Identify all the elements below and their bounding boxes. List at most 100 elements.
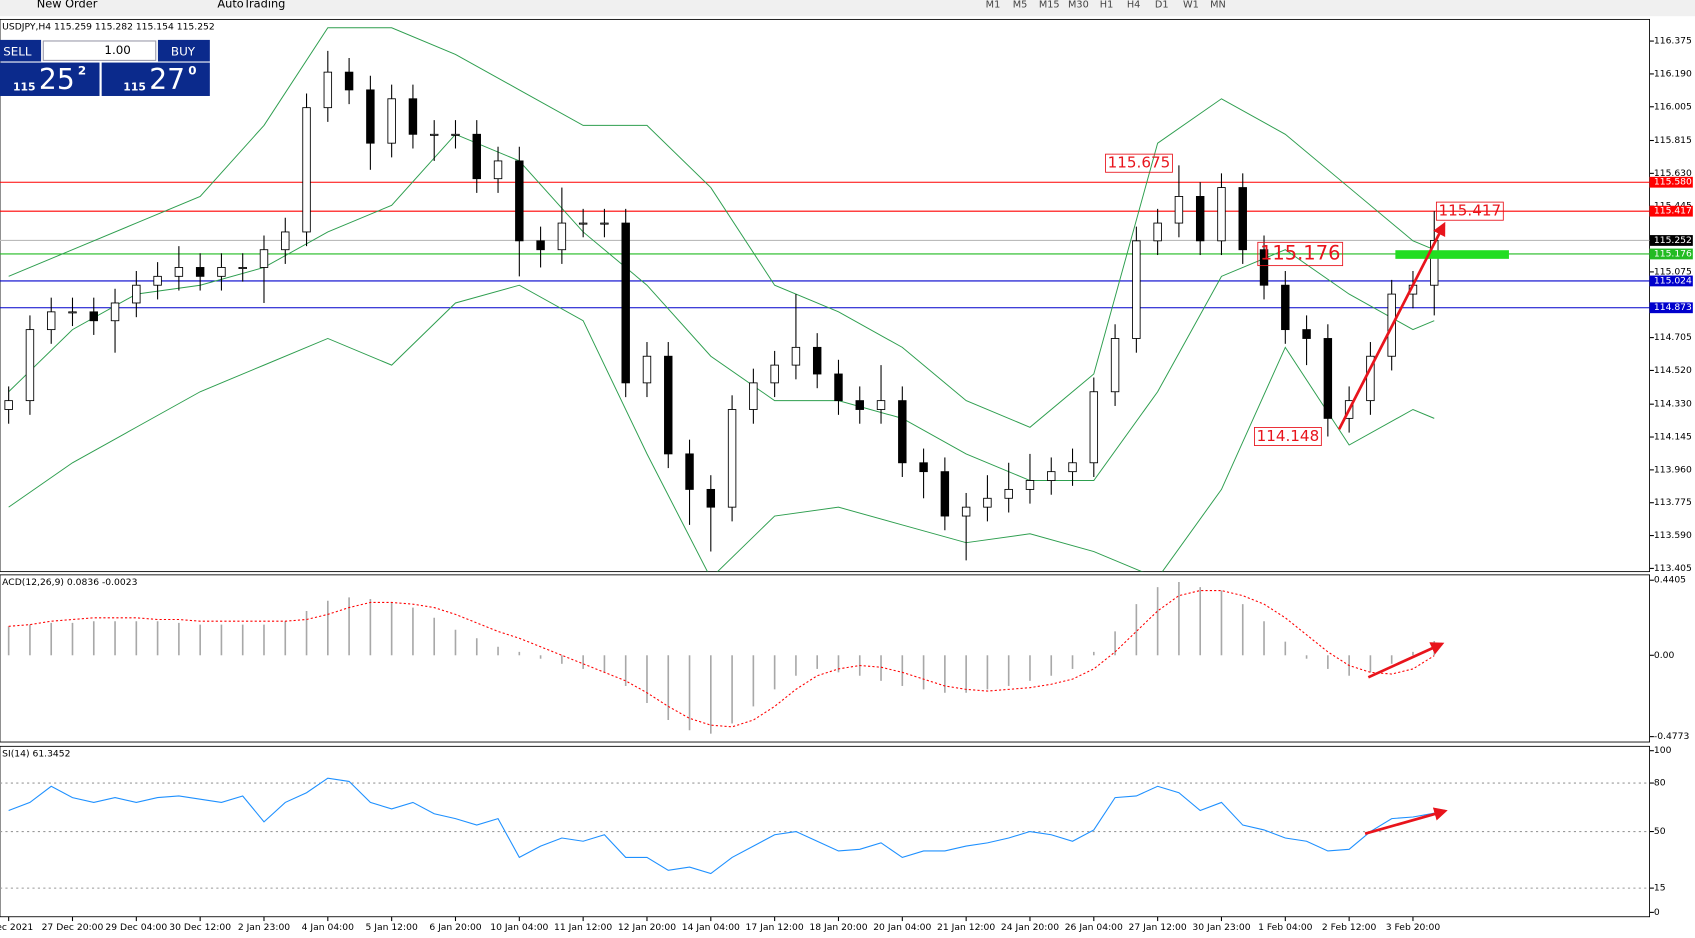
x-tick-label: Dec 2021	[0, 922, 33, 933]
buy-button[interactable]	[157, 39, 210, 62]
candle-body	[344, 71, 354, 91]
bid-box	[0, 62, 100, 96]
y-tick-label: -0.4773	[1654, 731, 1690, 742]
buy-label: BUY	[171, 44, 196, 58]
price-annotation: 115.176	[1260, 241, 1341, 264]
toolbar-button[interactable]: New Order	[37, 0, 98, 10]
toolbar-button[interactable]: AutoTrading	[217, 0, 285, 10]
macd-panel	[0, 574, 1651, 743]
candle-body	[1195, 196, 1205, 242]
candle-body	[515, 160, 524, 242]
ask-frac: 0	[188, 64, 196, 78]
y-tick-label: 0.00	[1654, 650, 1675, 661]
level-label: 115.417	[1654, 206, 1692, 217]
y-tick-label: 115.630	[1654, 168, 1692, 179]
y-tick-label: 115.815	[1654, 135, 1692, 146]
candle-body	[153, 275, 162, 286]
y-tick-label: 116.190	[1654, 68, 1692, 79]
level-label: 115.024	[1654, 275, 1692, 286]
macd-signal	[8, 589, 1435, 728]
candle-body	[664, 355, 673, 455]
x-tick-label: 5 Jan 12:00	[365, 922, 417, 933]
level-label: 114.873	[1654, 302, 1692, 313]
candle-body	[429, 133, 439, 136]
x-tick-label: 27 Jan 12:00	[1129, 922, 1187, 933]
lot-field[interactable]	[42, 40, 157, 61]
x-tick-label: 30 Jan 23:00	[1192, 922, 1250, 933]
y-tick-label: 0	[1654, 907, 1660, 918]
timeframe-button[interactable]: M15	[1039, 0, 1060, 10]
timeframe-button[interactable]: D1	[1155, 0, 1169, 10]
y-tick-label: 113.590	[1654, 530, 1692, 541]
timeframe-button[interactable]: MN	[1210, 0, 1226, 10]
x-tick-label: 30 Dec 12:00	[169, 922, 231, 933]
timeframe-button[interactable]: H1	[1100, 0, 1114, 10]
level-label: 115.580	[1654, 177, 1692, 188]
annotation-box	[1435, 201, 1504, 221]
sell-button[interactable]	[0, 39, 42, 62]
candle-body	[961, 506, 971, 517]
candle-body	[621, 222, 630, 384]
level-label: 115.176	[1654, 248, 1692, 259]
price-plot	[0, 27, 1650, 572]
candle-body	[195, 267, 205, 277]
price-annotation: 115.675	[1108, 154, 1171, 172]
timeframe-button[interactable]: M1	[986, 0, 1001, 10]
x-tick-label: 29 Dec 04:00	[105, 922, 167, 933]
timeframe-button[interactable]: H4	[1127, 0, 1141, 10]
candle-body	[1153, 222, 1162, 242]
y-tick-label: 113.775	[1654, 497, 1692, 508]
candle-body	[919, 462, 928, 473]
candle-body	[1025, 480, 1035, 490]
x-tick-label: 14 Jan 04:00	[682, 922, 740, 933]
timeframe-button[interactable]: M30	[1068, 0, 1089, 10]
x-tick-label: 12 Jan 20:00	[618, 922, 676, 933]
trend-arrow	[1364, 807, 1448, 835]
candle-body	[600, 222, 609, 225]
x-tick-label: 11 Jan 12:00	[554, 922, 612, 933]
candle-body	[898, 400, 907, 464]
price-panel	[0, 18, 1651, 573]
ask-box	[101, 62, 210, 96]
timeframe-button[interactable]: W1	[1183, 0, 1199, 10]
lot: 1.00	[104, 43, 130, 57]
y-tick-label: 114.705	[1654, 332, 1692, 343]
x-tick-label: 10 Jan 04:00	[490, 922, 548, 933]
x-tick-label: 6 Jan 20:00	[429, 922, 481, 933]
annotation-box	[1105, 153, 1173, 173]
x-tick-label: 3 Feb 20:00	[1386, 922, 1441, 933]
candle-body	[1281, 284, 1290, 331]
candle-body	[110, 302, 120, 322]
bid-tag	[1649, 235, 1693, 246]
timeframe-button[interactable]: M5	[1013, 0, 1028, 10]
candle-body	[1132, 240, 1141, 339]
candle-body	[472, 133, 481, 180]
macd-plot	[7, 582, 1436, 734]
bid-pips: 25	[39, 63, 75, 96]
candle-body	[493, 160, 503, 180]
candle-body	[940, 471, 950, 517]
candle-body	[366, 89, 375, 144]
x-tick-label: 1 Feb 04:00	[1258, 922, 1313, 933]
y-tick-label: 115.075	[1654, 266, 1692, 277]
bid-big: 115	[13, 80, 36, 93]
candle-body	[706, 488, 716, 508]
panel-title: USDJPY,H4 115.259 115.282 115.154 115.25…	[2, 21, 215, 32]
x-tick-label: 2 Feb 12:00	[1322, 922, 1377, 933]
y-tick-label: 114.145	[1654, 432, 1692, 443]
ask-big: 115	[123, 80, 146, 93]
candle-body	[1302, 329, 1311, 339]
candle-body	[727, 409, 737, 508]
band-lower	[8, 284, 1435, 572]
level-tag	[1649, 275, 1693, 287]
y-tick-label: 15	[1654, 883, 1666, 894]
y-tick-label: 116.375	[1654, 36, 1692, 47]
candle-body	[46, 311, 56, 331]
y-tick-label: 80	[1654, 778, 1666, 789]
trend-arrow	[1367, 642, 1445, 679]
candle-body	[4, 400, 13, 410]
candle-body	[281, 231, 290, 251]
candle-body	[238, 267, 247, 269]
band-middle	[8, 133, 1435, 482]
